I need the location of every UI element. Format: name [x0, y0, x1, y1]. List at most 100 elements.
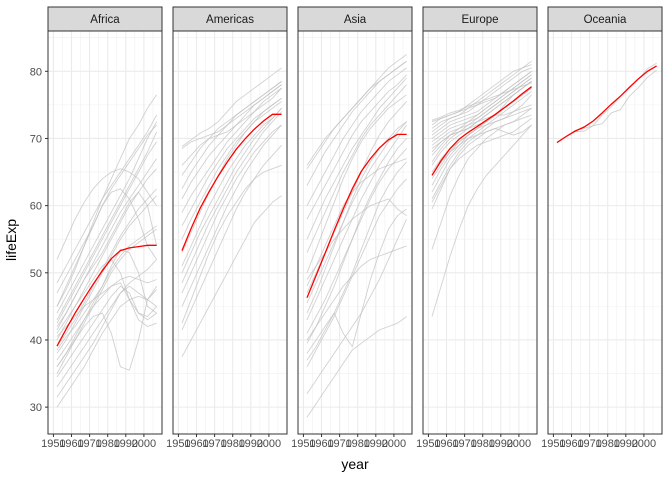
country-line — [56, 285, 157, 388]
x-tick-label: 1950 — [416, 438, 440, 450]
x-tick-label: 1980 — [595, 438, 619, 450]
x-tick-label: 2000 — [132, 438, 156, 450]
country-line — [431, 104, 532, 146]
facet-strip — [547, 6, 663, 32]
facet-strip-label: Asia — [344, 14, 367, 26]
country-line — [56, 285, 157, 378]
x-tick-label: 2000 — [507, 438, 531, 450]
x-tick-label: 1990 — [364, 438, 388, 450]
country-line — [306, 158, 407, 287]
country-line — [306, 67, 407, 206]
country-line — [431, 124, 532, 317]
facet-strip — [172, 6, 288, 32]
y-tick-label: 70 — [30, 133, 42, 145]
country-line — [56, 114, 157, 284]
country-line — [306, 121, 407, 314]
country-line — [306, 84, 407, 253]
x-tick-label: 1960 — [559, 438, 583, 450]
facet-strip — [297, 6, 413, 32]
country-line — [56, 131, 158, 321]
x-tick-label: 2000 — [632, 438, 656, 450]
country-line — [56, 188, 157, 307]
x-axis-title: year — [341, 456, 369, 472]
y-tick-label: 80 — [30, 66, 42, 78]
x-tick-label: 1970 — [452, 438, 476, 450]
x-tick-label: 1980 — [470, 438, 494, 450]
country-line — [181, 87, 282, 213]
country-line — [306, 94, 407, 273]
country-line — [306, 161, 407, 361]
country-line — [181, 107, 282, 273]
country-line — [181, 124, 282, 307]
country-line — [181, 101, 282, 240]
country-line — [181, 164, 282, 324]
x-tick-label: 2000 — [257, 438, 281, 450]
country-line — [431, 70, 532, 123]
x-tick-label: 1970 — [577, 438, 601, 450]
country-line — [181, 107, 282, 267]
y-tick-label: 50 — [30, 268, 42, 280]
country-line — [181, 97, 282, 227]
smooth-trend-line — [556, 65, 657, 144]
country-line — [431, 64, 532, 129]
country-line — [181, 81, 282, 149]
country-line — [306, 218, 408, 394]
x-tick-label: 1950 — [166, 438, 190, 450]
y-tick-label: 60 — [30, 201, 42, 213]
smooth-trend-line — [181, 113, 282, 251]
country-line — [431, 107, 532, 200]
x-tick-label: 1960 — [184, 438, 208, 450]
country-line — [431, 74, 532, 139]
country-line — [181, 124, 282, 294]
country-line — [306, 198, 407, 280]
country-line — [181, 87, 282, 166]
country-line — [56, 259, 157, 398]
x-tick-label: 1960 — [434, 438, 458, 450]
smooth-trend-line — [306, 133, 407, 298]
x-tick-label: 1950 — [541, 438, 565, 450]
country-line — [306, 148, 407, 334]
country-line — [56, 258, 157, 334]
x-tick-label: 1980 — [220, 438, 244, 450]
country-line — [431, 117, 532, 203]
country-line — [306, 124, 407, 320]
country-line — [181, 84, 282, 190]
x-tick-label: 1970 — [202, 438, 226, 450]
x-tick-label: 1950 — [291, 438, 315, 450]
x-tick-label: 1970 — [327, 438, 351, 450]
country-line — [181, 67, 282, 147]
y-tick-label: 40 — [30, 335, 42, 347]
facet-strip-label: Americas — [206, 14, 254, 26]
country-line — [431, 82, 532, 121]
country-line — [56, 141, 157, 324]
facet-strip-label: Oceania — [584, 14, 627, 26]
x-tick-label: 1960 — [59, 438, 83, 450]
country-line — [56, 121, 157, 314]
country-line — [431, 107, 532, 176]
country-line — [56, 248, 157, 351]
x-tick-label: 1990 — [614, 438, 638, 450]
x-tick-label: 1990 — [114, 438, 138, 450]
x-tick-label: 1970 — [77, 438, 101, 450]
country-line — [306, 138, 407, 344]
country-line — [56, 188, 157, 347]
country-line — [56, 168, 157, 260]
country-line — [56, 124, 157, 294]
x-tick-label: 1980 — [345, 438, 369, 450]
country-line — [306, 316, 407, 418]
country-line — [56, 94, 157, 307]
facet-strip — [47, 6, 163, 32]
country-line — [181, 195, 282, 358]
country-line — [56, 191, 158, 327]
country-line — [306, 208, 407, 354]
x-tick-label: 1950 — [41, 438, 65, 450]
country-line — [56, 225, 157, 368]
country-line — [56, 285, 157, 371]
